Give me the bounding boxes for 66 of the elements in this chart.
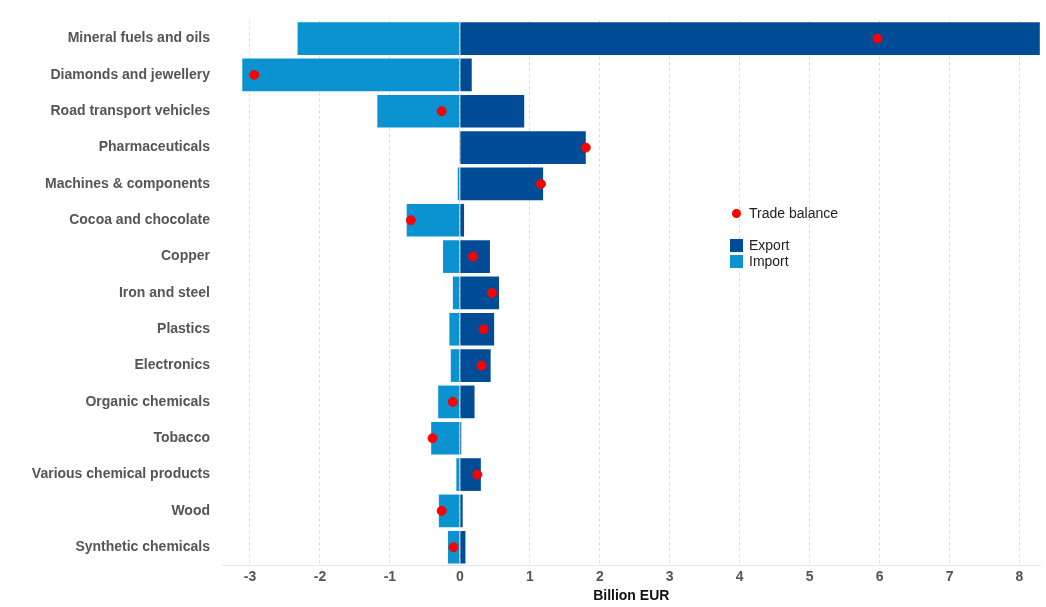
bar: [431, 421, 460, 455]
x-axis-title: Billion EUR: [593, 587, 670, 604]
legend-label: Export: [749, 237, 790, 253]
bar: [460, 167, 544, 201]
x-tick-label: 4: [735, 567, 744, 584]
y-tick-label: Synthetic chemicals: [75, 538, 211, 555]
bar: [443, 240, 460, 273]
point: [872, 33, 883, 44]
point: [487, 287, 498, 298]
bar: [460, 312, 495, 346]
bar: [460, 240, 490, 273]
x-tick-label: 5: [805, 567, 814, 584]
x-tick-label: 0: [455, 567, 464, 584]
legend-label: Trade balance: [749, 205, 838, 221]
bar: [460, 94, 525, 128]
bar: [452, 276, 460, 310]
y-tick-label: Wood: [171, 501, 210, 518]
y-tick-label: Plastics: [157, 320, 211, 337]
point: [436, 106, 447, 117]
bar: [449, 312, 460, 346]
y-tick-label: Organic chemicals: [85, 392, 211, 409]
point: [405, 215, 416, 226]
point: [536, 178, 547, 189]
point: [476, 360, 487, 371]
bar: [297, 22, 460, 55]
bar: [460, 494, 463, 528]
bar: [460, 131, 586, 164]
y-tick-label: Machines & components: [45, 174, 211, 191]
bar: [377, 94, 460, 128]
bar: [450, 349, 460, 382]
bar: [460, 58, 472, 92]
y-tick-label: Cocoa and chocolate: [69, 211, 211, 228]
y-tick-label: Copper: [161, 247, 211, 264]
y-tick-label: Diamonds and jewellery: [50, 65, 211, 82]
bar: [460, 22, 1040, 55]
bar: [460, 203, 465, 237]
x-tick-label: 2: [595, 567, 604, 584]
bar: [242, 58, 460, 92]
point: [478, 324, 489, 335]
point: [580, 142, 591, 153]
point: [249, 69, 260, 80]
x-tick-label: -2: [313, 567, 327, 584]
bar: [460, 276, 500, 310]
y-tick-label: Tobacco: [153, 429, 210, 446]
bar: [460, 349, 491, 382]
y-tick-label: Electronics: [134, 356, 211, 373]
x-tick-label: 1: [525, 567, 534, 584]
x-tick-label: 8: [1015, 567, 1024, 584]
bar: [456, 458, 460, 491]
point: [427, 433, 438, 444]
y-tick-label: Iron and steel: [118, 283, 210, 300]
y-tick-label: Pharmaceuticals: [98, 138, 211, 155]
x-tick-label: 3: [665, 567, 674, 584]
y-tick-label: Various chemical products: [31, 465, 211, 482]
y-tick-label: Mineral fuels and oils: [67, 29, 211, 46]
x-tick-label: 6: [875, 567, 884, 584]
point: [472, 469, 483, 480]
point: [436, 505, 447, 516]
x-tick-label: 7: [945, 567, 954, 584]
bar: [460, 385, 475, 419]
bar: [460, 530, 466, 564]
y-tick-label: Road transport vehicles: [50, 102, 211, 119]
bar: [406, 203, 460, 237]
legend-label: Import: [749, 253, 789, 269]
x-tick-label: -1: [383, 567, 397, 584]
x-tick-label: -3: [243, 567, 257, 584]
